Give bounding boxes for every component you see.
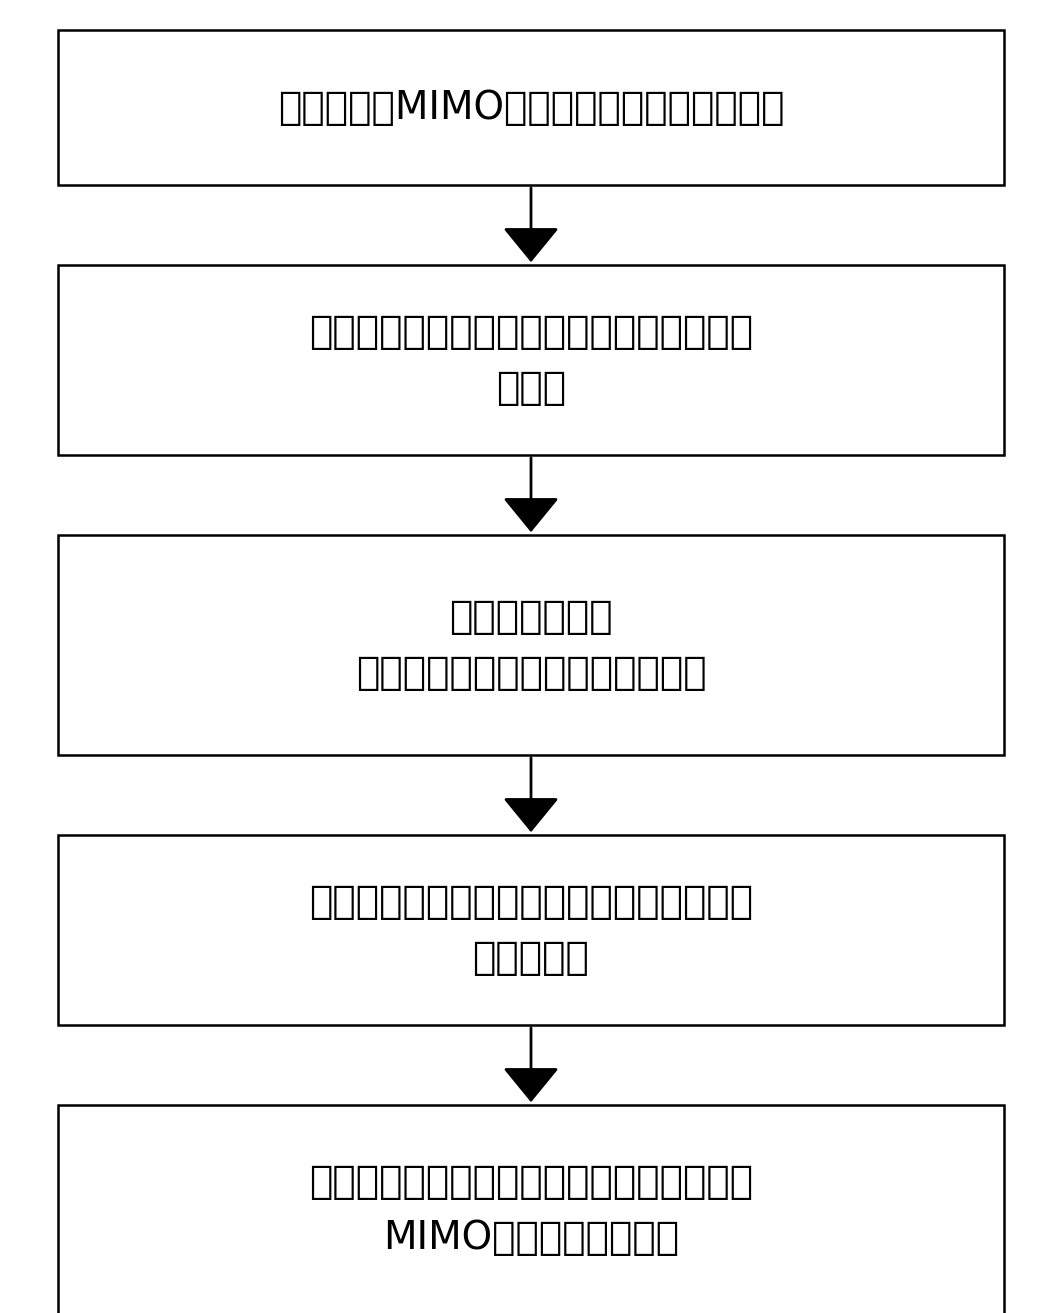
Text: 建立毫米波MIMO系统的混合预编码问题模型: 建立毫米波MIMO系统的混合预编码问题模型 <box>278 88 784 126</box>
Text: 假设已知最优的
模拟预编码，设计数字预编码矩阵: 假设已知最优的 模拟预编码，设计数字预编码矩阵 <box>356 597 706 692</box>
Bar <box>58 835 1004 1025</box>
Text: 引入分层设计的思想，对数模混合预编码进
行设计: 引入分层设计的思想，对数模混合预编码进 行设计 <box>309 312 753 407</box>
Text: 提出迭代求解的设计策略，求解最优的模拟
预编码矩阵: 提出迭代求解的设计策略，求解最优的模拟 预编码矩阵 <box>309 884 753 977</box>
Bar <box>58 265 1004 456</box>
Bar <box>58 30 1004 185</box>
Bar <box>58 534 1004 755</box>
Bar <box>58 1106 1004 1313</box>
Text: 仿真分析本发明的混合预编码算法在毫米波
MIMO系统中的频谱效率: 仿真分析本发明的混合预编码算法在毫米波 MIMO系统中的频谱效率 <box>309 1163 753 1257</box>
